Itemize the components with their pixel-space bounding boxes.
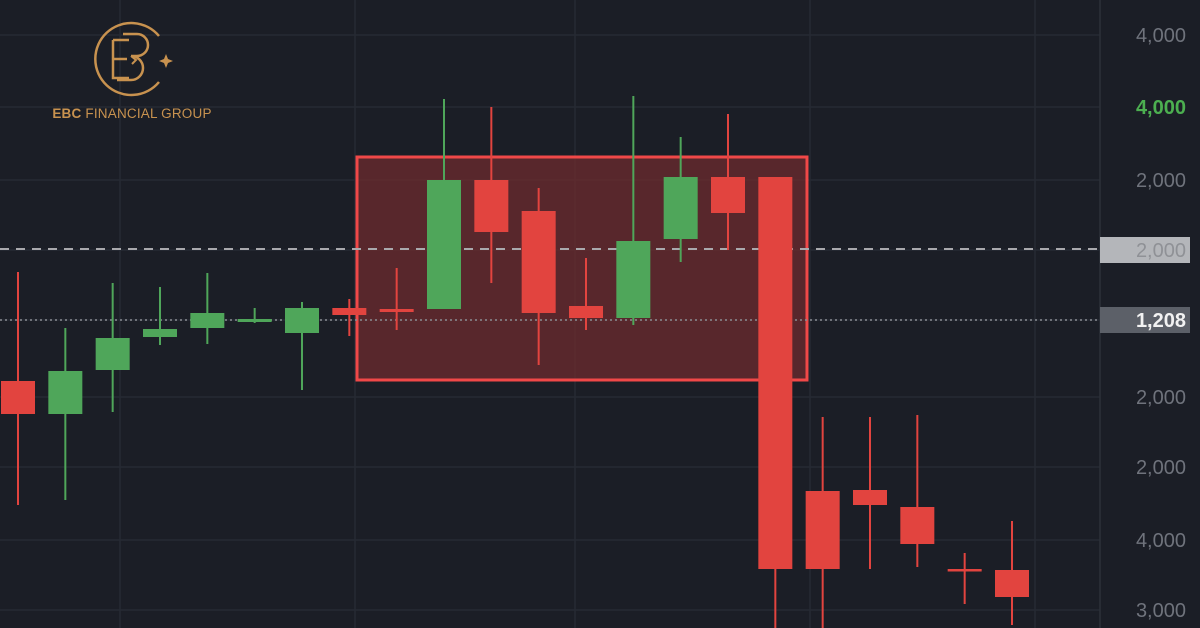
candle-body [95,338,130,370]
candle-body [143,329,177,337]
candle-up [95,283,130,412]
candle-body [758,177,793,569]
candle-down [474,107,509,283]
candle-up [427,99,461,309]
candle-down [947,553,982,604]
y-tick-label: 1,208 [1136,310,1186,332]
candle-up [285,302,319,390]
y-tick-label: 3,000 [1136,600,1186,622]
candle-body [48,371,83,414]
candle-down [853,417,887,569]
y-tick-label: 2,000 [1136,170,1186,192]
candle-body [332,308,367,315]
candle-body [521,211,556,313]
candle-body [379,309,414,312]
candle-down [569,258,603,330]
candle-up [237,308,272,323]
y-tick-label: 4,000 [1136,530,1186,552]
y-tick-label: 2,000 [1136,240,1186,262]
candle-down [805,417,840,628]
y-tick-label: 4,000 [1136,97,1186,119]
candle-down [900,415,935,567]
y-tick-label: 4,000 [1136,25,1186,47]
candle-body [237,319,272,322]
candle-up [663,137,698,262]
candle-body [900,507,935,544]
candle-body [616,241,651,318]
candle-body [569,306,603,318]
candle-body [805,491,840,569]
candle-down [1,272,35,505]
y-tick-label: 2,000 [1136,387,1186,409]
y-tick-label: 2,000 [1136,457,1186,479]
candle-up [48,328,83,500]
candle-body [190,313,225,328]
candle-down [332,299,367,336]
candle-body [711,177,745,213]
candle-up [143,287,177,345]
candle-up [616,96,651,325]
candle-body [285,308,319,333]
candle-body [427,180,461,309]
candle-down [995,521,1029,625]
candle-up [190,273,225,344]
candle-body [1,381,35,414]
price-badge [1100,237,1190,263]
candle-down [711,114,745,250]
ebc-logo: EBC FINANCIAL GROUP [52,14,212,121]
candle-body [474,180,509,232]
candle-body [853,490,887,505]
candle-down [758,177,793,628]
candle-body [947,569,982,572]
candle-down [379,268,414,330]
candle-body [663,177,698,239]
candle-down [521,188,556,365]
ebc-logo-mark-icon [94,21,173,97]
price-badge-current [1100,307,1190,333]
candle-body [995,570,1029,597]
brand-name: EBC FINANCIAL GROUP [52,106,212,121]
